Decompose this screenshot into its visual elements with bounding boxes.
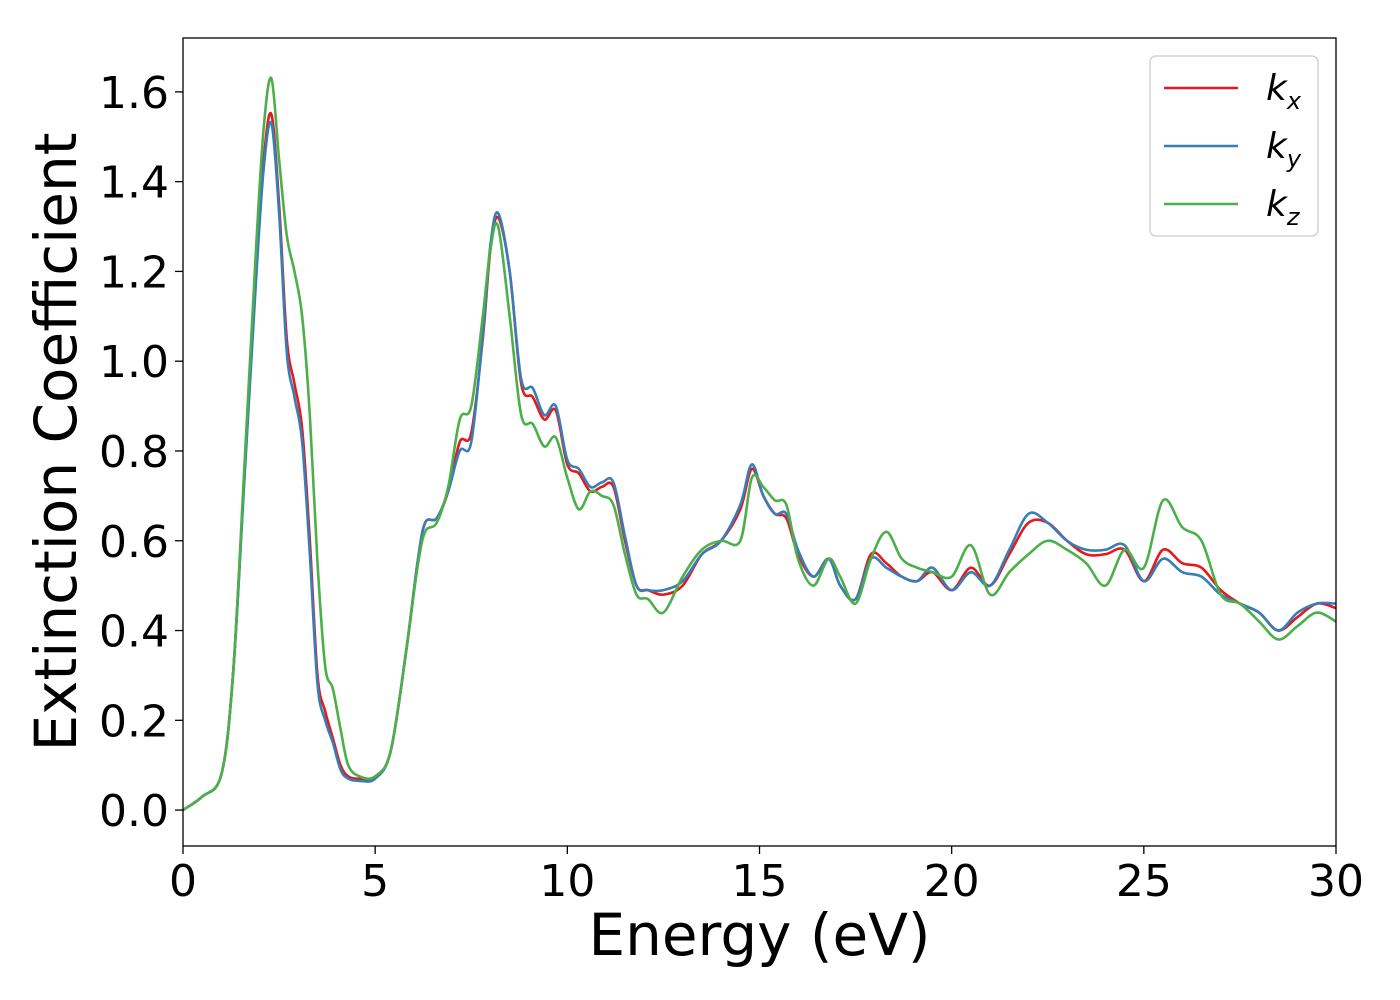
x-tick-label: 10 [539,856,595,907]
series-line-z [183,76,1336,812]
legend-label-x: kx [1266,68,1302,115]
y-tick-label: 1.0 [99,337,169,388]
x-tick-label: 15 [732,856,788,907]
x-axis-title: Energy (eV) [588,901,930,969]
y-tick-label: 0.6 [99,517,169,568]
x-tick-label: 5 [361,856,389,907]
y-tick-label: 1.6 [99,68,169,119]
x-tick-label: 30 [1308,856,1364,907]
x-tick-label: 0 [169,856,197,907]
y-axis-title: Extinction Coefficient [22,133,90,752]
x-tick-label: 25 [1116,856,1172,907]
y-tick-label: 0.4 [99,607,169,658]
y-tick-label: 0.0 [99,786,169,837]
y-tick-label: 1.2 [99,247,169,298]
y-tick-label: 0.8 [99,427,169,478]
series-line-y [183,120,1336,812]
x-tick-label: 20 [924,856,980,907]
y-axis: 0.0 0.2 0.4 0.6 0.8 1.0 1.2 1.4 1.6 [99,68,183,837]
y-tick-label: 1.4 [99,158,169,209]
y-tick-label: 0.2 [99,696,169,747]
plot-area [182,37,1337,847]
series-layer [183,76,1336,812]
x-axis: 0 5 10 15 20 25 30 [169,846,1364,907]
